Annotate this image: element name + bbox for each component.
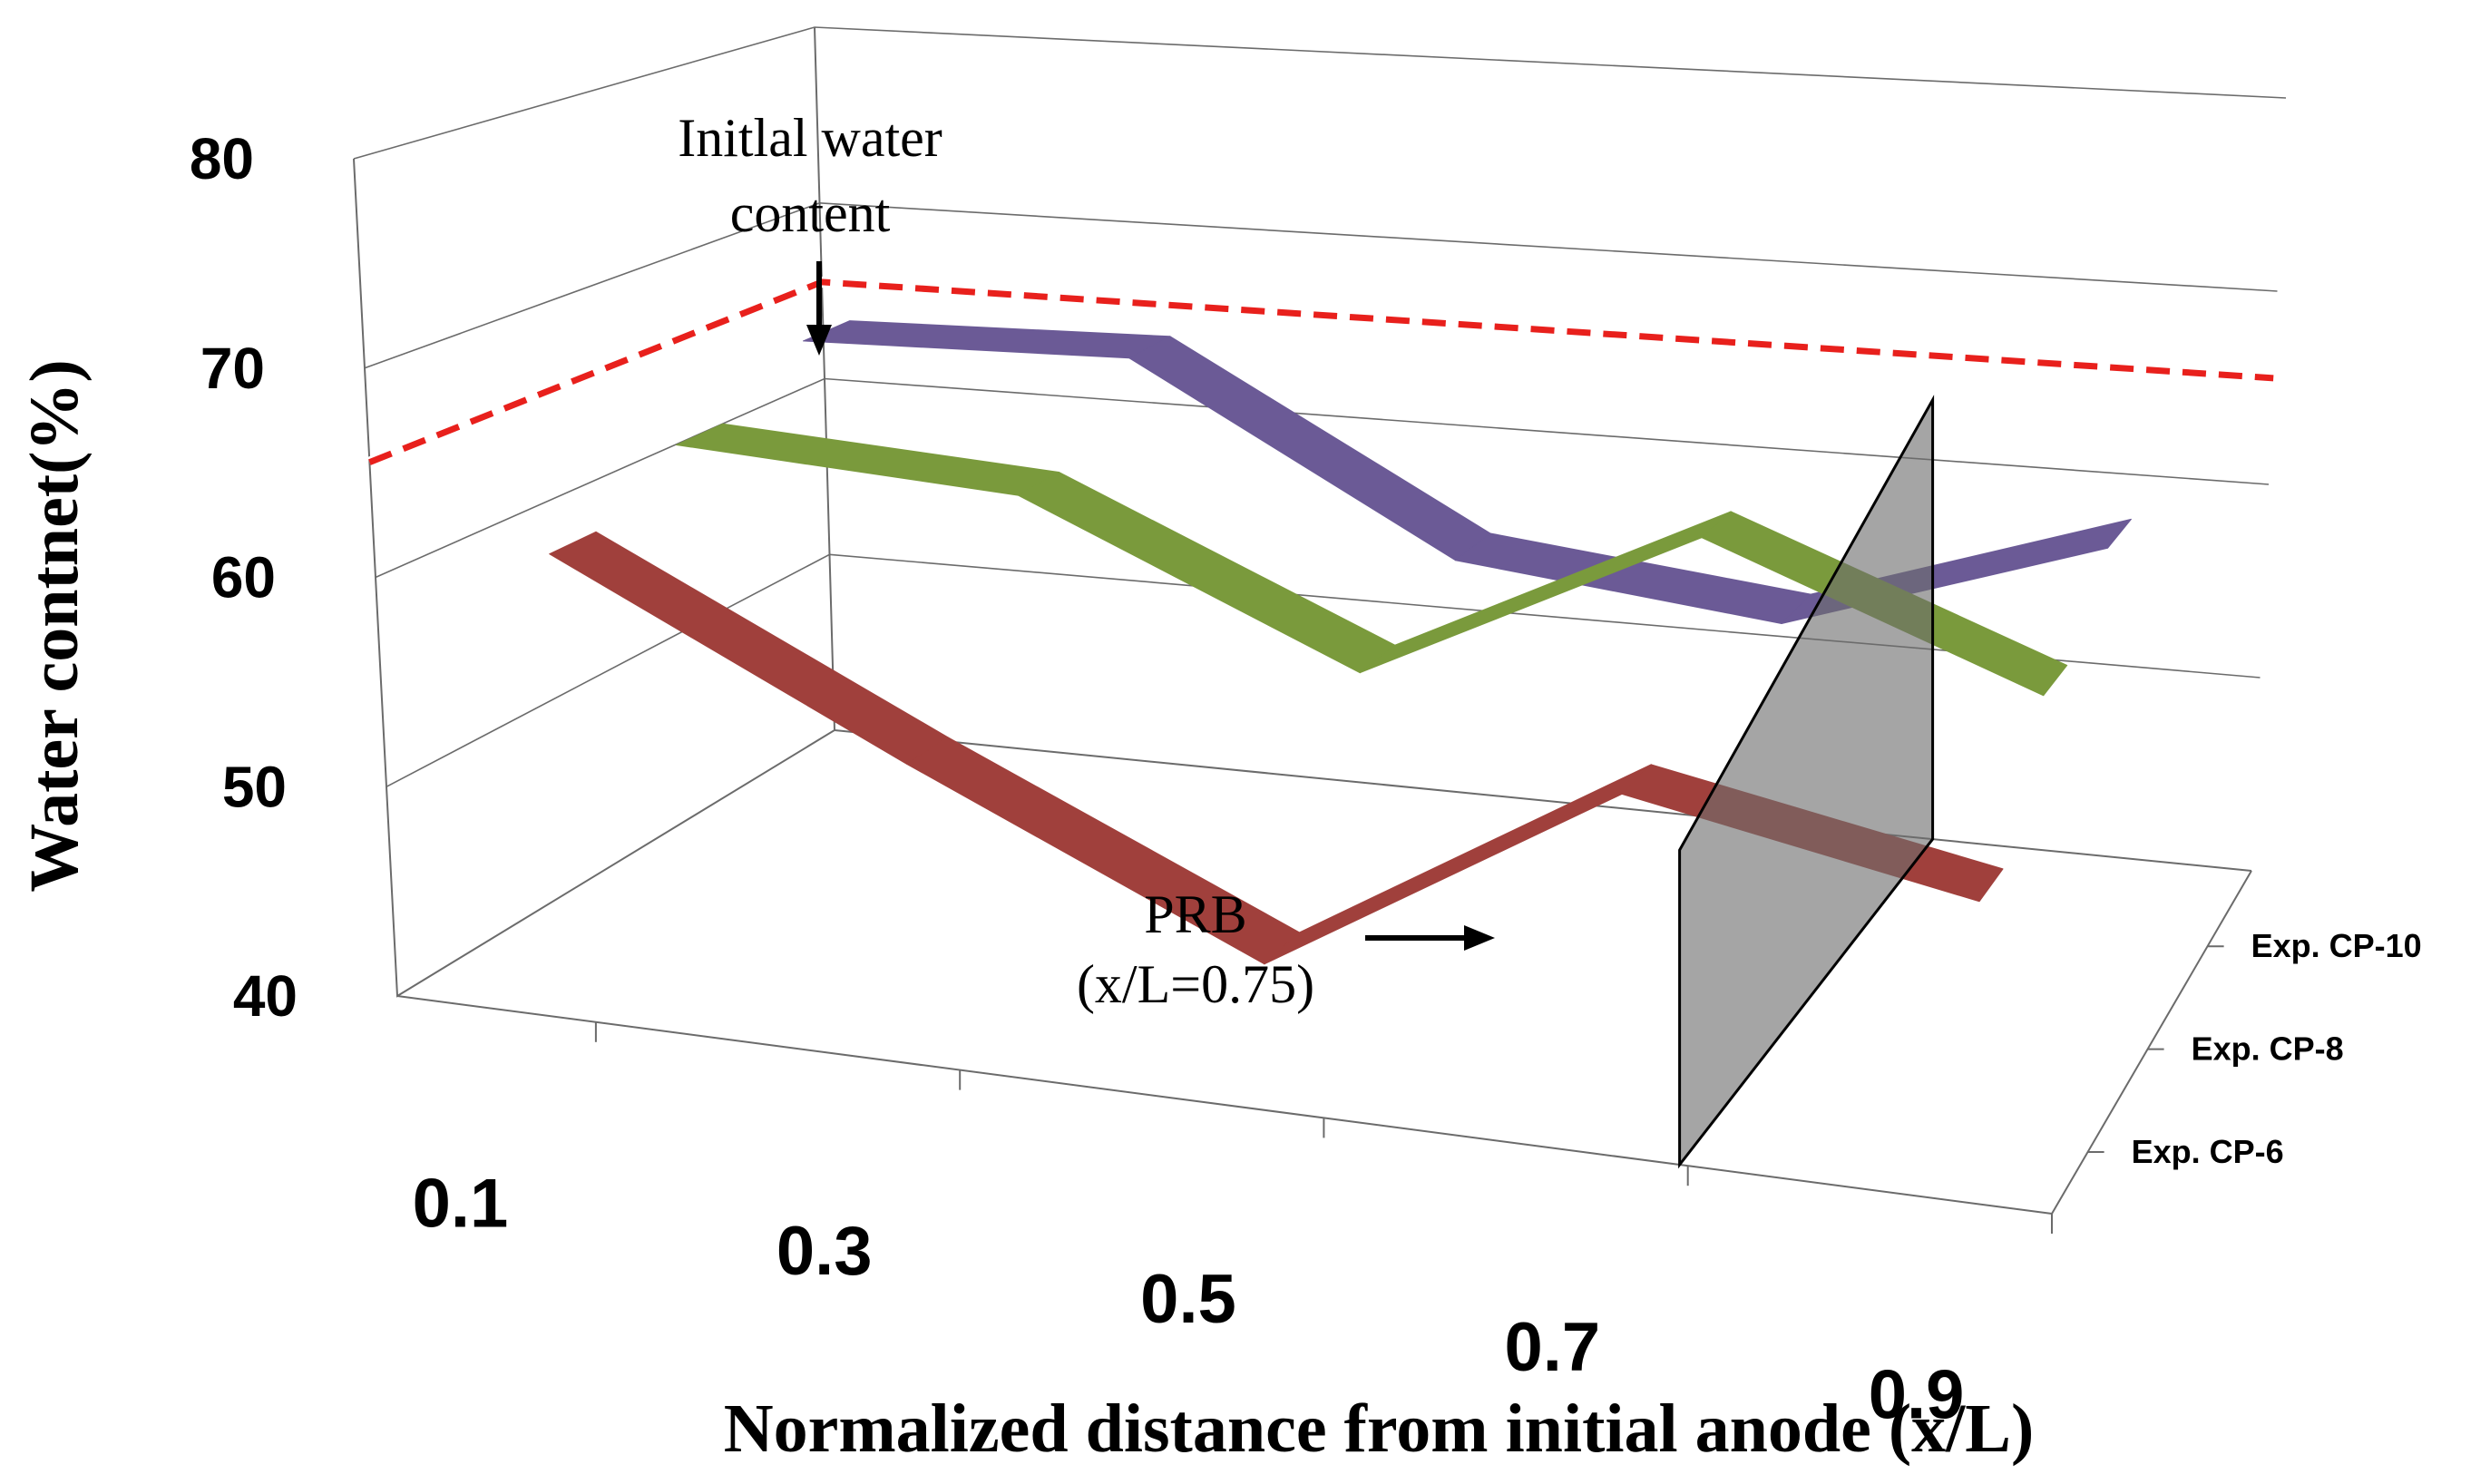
x-axis-title: Normalized distance from initial anode (… — [724, 1391, 2035, 1467]
x-tick-label: 0.7 — [1504, 1309, 1600, 1386]
prb-barrier-group — [1678, 395, 1935, 1169]
down-arrow-icon — [806, 261, 832, 356]
y-tick-label: 40 — [233, 963, 298, 1029]
x-tick-label: 0.5 — [1140, 1261, 1236, 1338]
initial-water-label-line1: Initlal water — [678, 108, 942, 168]
ribbon-segment — [676, 423, 1059, 496]
depth-tick-label: Exp. CP-10 — [2251, 927, 2422, 964]
y-tick-label: 50 — [222, 754, 287, 819]
y-tick-label: 80 — [190, 126, 254, 191]
left-wall — [353, 26, 836, 998]
depth-tick-label: Exp. CP-8 — [2192, 1030, 2344, 1068]
x-axis-line — [396, 995, 2053, 1215]
y-tick-label: 70 — [200, 336, 265, 401]
ribbon-segment — [1264, 764, 1652, 965]
gridline-80 — [353, 26, 2287, 160]
x-tick-label: 0.9 — [1869, 1357, 1965, 1434]
depth-tick-label: Exp. CP-6 — [2132, 1133, 2284, 1170]
y-axis-title: Water contnet(%) — [16, 359, 93, 892]
axis-ticks: 40 50 60 70 80 0.1 0.3 0.5 0.7 0.9 Exp. CP-6 Exp. C… — [190, 126, 2422, 1434]
prb-plane — [1678, 395, 1935, 1169]
gridline-70 — [364, 201, 2278, 369]
chart-gridlines — [353, 26, 2287, 788]
ribbon-segment — [803, 320, 1171, 359]
ribbon-segment — [549, 531, 949, 765]
x-tick-label: 0.1 — [413, 1165, 509, 1242]
back-wall-base — [834, 729, 2252, 872]
initial-water-label-line2: content — [730, 183, 891, 243]
right-arrow-icon — [1365, 925, 1495, 951]
ribbon-segment — [1128, 336, 1491, 561]
gridline-50 — [386, 553, 2261, 788]
prb-label-line1: PRB — [1144, 884, 1246, 944]
series-exp-cp-10 — [803, 320, 2132, 624]
gridline-60 — [375, 377, 2270, 579]
x-tick-label: 0.3 — [776, 1213, 873, 1290]
prb-label-line2: (x/L=0.75) — [1077, 954, 1314, 1014]
y-tick-label: 60 — [211, 545, 276, 610]
ribbon-segment — [1017, 472, 1396, 674]
depth-axis-line — [2051, 870, 2252, 1215]
